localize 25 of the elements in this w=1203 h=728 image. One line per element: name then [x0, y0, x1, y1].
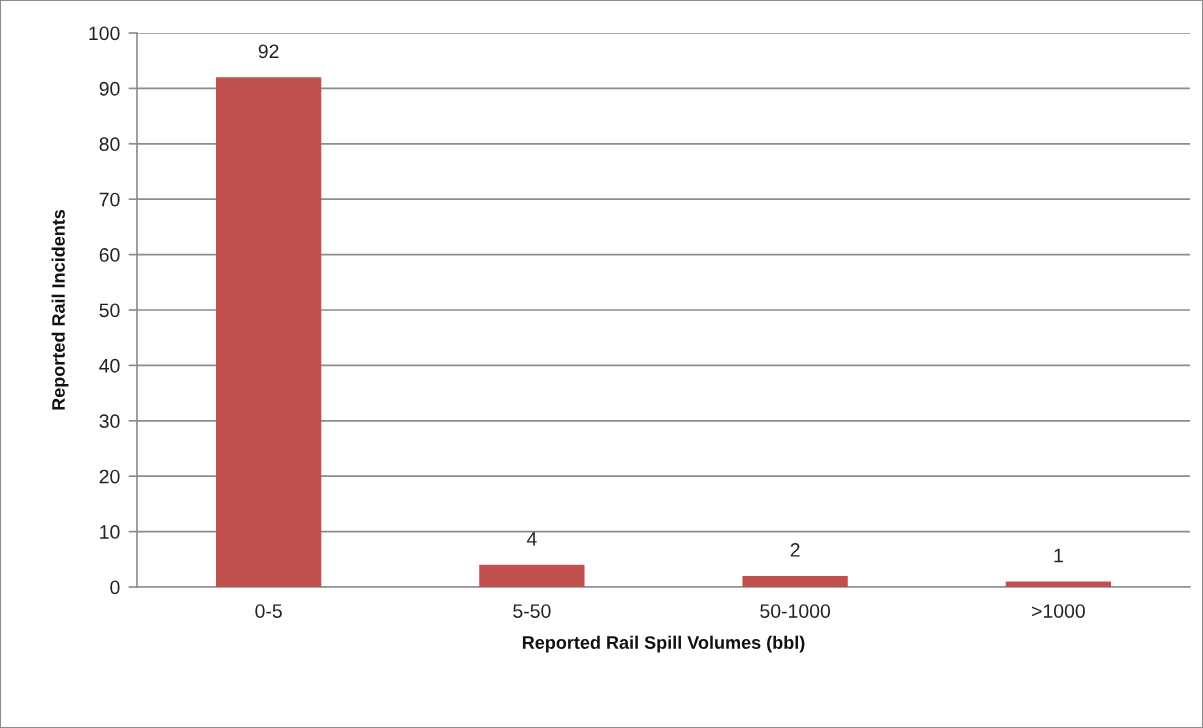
- x-tick-label: 50-1000: [760, 604, 831, 618]
- x-axis-title: Reported Rail Spill Volumes (bbl): [522, 635, 805, 653]
- y-tick-label: 40: [99, 358, 120, 373]
- y-tick-label: 100: [89, 26, 120, 41]
- bar: [1005, 581, 1112, 587]
- y-tick-label: 20: [99, 469, 120, 484]
- y-tick-label: 80: [99, 137, 120, 152]
- data-label: 4: [526, 532, 537, 546]
- y-tick-label: 10: [100, 525, 120, 539]
- y-tick-label: 90: [99, 81, 120, 96]
- bar: [742, 575, 848, 587]
- data-label: 1: [1054, 548, 1063, 563]
- y-axis-title: Reported Rail Incidents: [51, 209, 69, 410]
- bar: [215, 77, 322, 587]
- y-tick-label: 0: [110, 580, 120, 595]
- y-tick-label: 30: [99, 414, 120, 429]
- y-tick-label: 70: [99, 192, 120, 207]
- bar: [479, 564, 585, 587]
- x-tick-label: 5-50: [513, 604, 551, 618]
- x-tick-label: 0-5: [255, 604, 282, 618]
- y-tick-label: 60: [99, 248, 120, 262]
- data-label: 92: [258, 44, 279, 59]
- y-tick-label: 50: [99, 303, 120, 318]
- data-label: 2: [790, 543, 800, 557]
- x-tick-label: >1000: [1032, 604, 1085, 618]
